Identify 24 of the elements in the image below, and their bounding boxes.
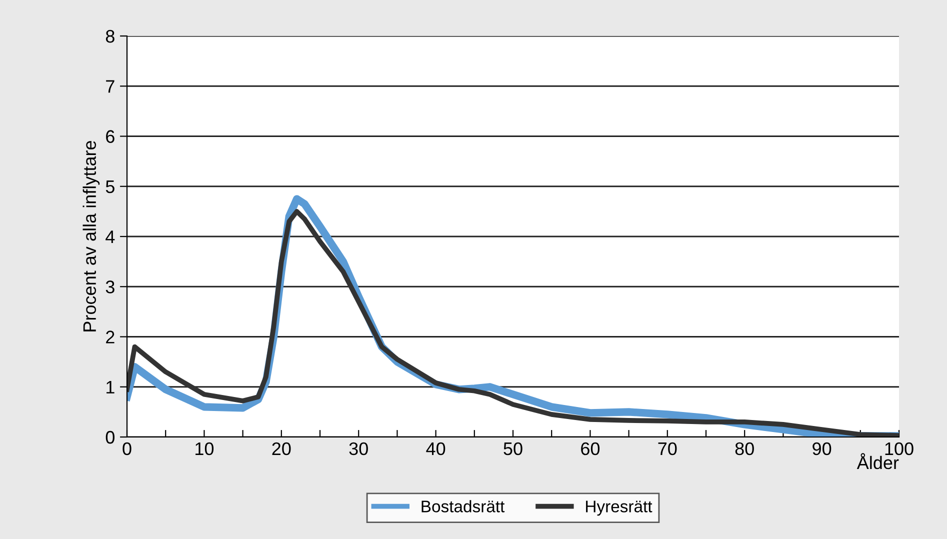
y-tick-label: 1 [106,380,114,394]
x-tick-label: 60 [581,442,600,456]
x-axis-title: Ålder [856,453,899,470]
legend-label: Bostadsrätt [422,500,505,512]
y-axis-title: Procent av alla inflyttare [82,140,100,332]
x-tick-label: 50 [504,442,522,456]
x-tick-label: 90 [812,442,832,456]
y-tick-label: 6 [106,130,114,143]
x-tick-label: 30 [349,442,368,456]
x-tick-label: 10 [196,442,214,456]
y-tick-label: 4 [106,230,115,244]
x-tick-label: 0 [122,442,132,456]
y-tick-label: 7 [106,80,114,93]
y-tick-label: 8 [106,30,114,43]
legend-label: Hyresrätt [586,500,652,516]
x-tick-label: 20 [272,442,291,456]
y-tick-label: 3 [106,280,114,294]
x-tick-label: 70 [658,442,677,456]
x-tick-label: 100 [885,442,914,456]
y-tick-label: 5 [106,180,114,194]
y-tick-label: 0 [106,430,114,444]
x-tick-label: 80 [735,442,754,456]
y-tick-label: 2 [106,330,114,344]
x-tick-label: 40 [426,442,446,456]
